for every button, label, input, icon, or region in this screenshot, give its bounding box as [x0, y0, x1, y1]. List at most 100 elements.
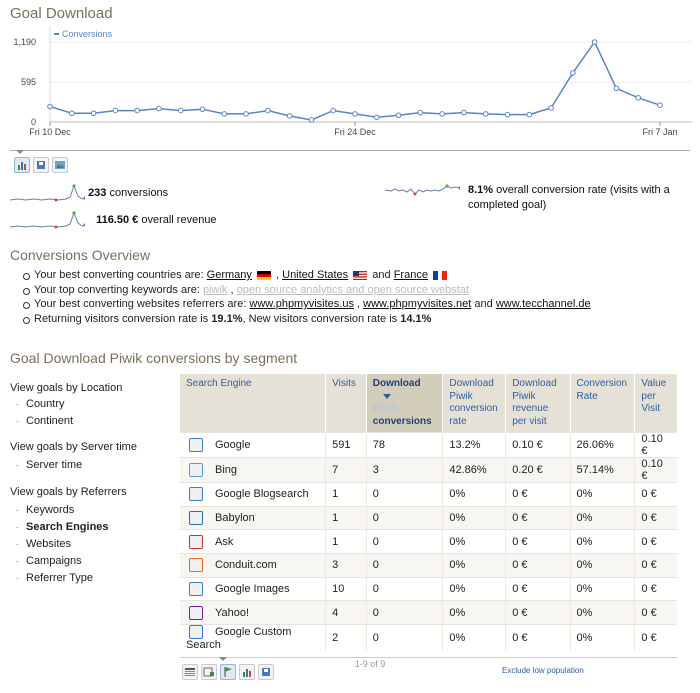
search-engine-label[interactable]: Bing — [215, 463, 238, 476]
website-link-3[interactable]: www.tecchannel.de — [495, 298, 591, 310]
col-conversions[interactable]: Download Piwik conversions — [365, 374, 443, 433]
search-engine-label[interactable]: Google Custom Search — [186, 626, 292, 652]
keyword-link-1[interactable]: piwik — [202, 283, 228, 296]
data-point[interactable] — [68, 110, 75, 117]
data-point[interactable] — [221, 111, 228, 117]
data-point[interactable] — [657, 102, 663, 108]
nav-item-keywords[interactable]: Keywords — [16, 502, 175, 519]
nav-item-websites[interactable]: Websites — [16, 536, 175, 553]
revenue-sparkline — [9, 211, 87, 229]
search-engine-label[interactable]: Google Images — [215, 583, 290, 595]
data-point[interactable] — [591, 39, 598, 45]
col-visits[interactable]: Visits — [325, 374, 367, 433]
nav-item-country[interactable]: Country — [16, 396, 175, 413]
cell-conv: 0 — [365, 482, 443, 507]
search-engine-cell: Google — [180, 432, 326, 458]
col-search-engine[interactable]: Search Engine — [180, 374, 326, 433]
export-icon[interactable] — [258, 664, 274, 680]
table-body: Google 591 78 13.2% 0.10 €26.06% 0.10 € Bing 7 3… — [180, 432, 677, 652]
country-link-france[interactable]: France — [393, 269, 428, 281]
data-point[interactable] — [243, 111, 249, 117]
website-link-1[interactable]: www.phpmyvisites.us — [249, 298, 354, 310]
cell-rev: 0 € — [505, 553, 571, 578]
data-point[interactable] — [177, 107, 184, 114]
cell-vpv: 0 € — [634, 576, 677, 601]
data-point[interactable] — [504, 111, 511, 118]
data-point[interactable] — [134, 107, 140, 114]
data-point[interactable] — [461, 109, 467, 116]
data-point[interactable] — [308, 117, 315, 123]
data-point[interactable] — [265, 107, 271, 114]
cell-conv: 0 — [365, 600, 443, 625]
data-point[interactable] — [90, 110, 97, 117]
data-point[interactable] — [613, 85, 620, 92]
cell-vpv: 0 € — [634, 529, 677, 554]
table-row[interactable]: Bing 7 3 42.86% 0.20 €57.14% 0.10 € — [180, 457, 677, 483]
cell-conv: 3 — [365, 457, 443, 483]
table-row[interactable]: Yahoo! 4 0 0% 0 €0% 0 € — [180, 600, 677, 625]
search-engine-label[interactable]: Yahoo! — [215, 606, 250, 619]
data-point[interactable] — [112, 107, 119, 114]
data-point[interactable] — [635, 94, 642, 101]
overview-list: Your best converting countries are: Germ… — [14, 268, 694, 326]
export-icon[interactable] — [33, 157, 49, 173]
search-engine-label[interactable]: Google — [215, 438, 251, 451]
search-engine-label[interactable]: Ask — [215, 535, 234, 548]
data-point[interactable] — [395, 112, 402, 119]
cell-vpv: 0 € — [634, 624, 677, 652]
cell-visits: 591 — [325, 432, 367, 458]
chart-toolbar — [14, 157, 71, 173]
exclude-low-population-link[interactable]: Exclude low population — [502, 666, 584, 675]
search-engine-label[interactable]: Babylon — [215, 511, 255, 524]
data-point[interactable] — [47, 103, 53, 110]
data-point[interactable] — [330, 107, 337, 114]
nav-item-campaigns[interactable]: Campaigns — [16, 553, 175, 570]
bar-chart-icon[interactable] — [239, 664, 255, 680]
col-revenue-per-visit[interactable]: Download Piwik revenue per visit — [505, 374, 571, 433]
image-icon[interactable] — [52, 157, 68, 173]
col-value-per-visit[interactable]: Value per Visit — [634, 374, 677, 433]
country-link-us[interactable]: United States — [282, 269, 349, 281]
nav-item-server-time[interactable]: Server time — [16, 457, 175, 474]
table-more-icon[interactable] — [201, 664, 217, 680]
table-row[interactable]: Google Blogsearch 1 0 0% 0 €0% 0 € — [180, 482, 677, 507]
data-point[interactable] — [286, 113, 293, 119]
data-point[interactable] — [199, 106, 206, 113]
cell-vpv: 0.10 € — [634, 457, 677, 483]
data-point[interactable] — [548, 105, 554, 111]
keyword-link-2[interactable]: open source analytics and open source we… — [236, 283, 469, 296]
col-conversions-line1: Download — [372, 378, 421, 389]
us-flag-icon — [353, 270, 368, 280]
nav-item-continent[interactable]: Continent — [16, 413, 175, 430]
data-point[interactable] — [156, 105, 162, 112]
search-engine-label[interactable]: Google Blogsearch — [215, 488, 309, 501]
data-point[interactable] — [352, 111, 358, 117]
data-point[interactable] — [482, 111, 489, 117]
website-link-2[interactable]: www.phpmyvisites.net — [363, 298, 472, 310]
cell-rate: 0% — [442, 482, 506, 507]
table-row[interactable]: Google Custom Search 2 0 0% 0 €0% 0 € — [180, 624, 677, 652]
data-point[interactable] — [373, 114, 380, 121]
data-point[interactable] — [417, 109, 424, 116]
overview-keywords: Your top converting keywords are: piwik … — [23, 283, 694, 298]
col-conversion-rate-overall[interactable]: Conversion Rate — [569, 374, 635, 433]
nav-item-search-engines[interactable]: Search Engines — [16, 519, 175, 536]
cell-rev: 0 € — [505, 576, 571, 601]
data-point[interactable] — [526, 111, 533, 118]
cell-visits: 2 — [325, 624, 367, 652]
table-row[interactable]: Ask 1 0 0% 0 €0% 0 € — [180, 529, 677, 554]
table-row[interactable]: Google Images 10 0 0% 0 €0% 0 € — [180, 576, 677, 601]
goal-flag-icon[interactable] — [220, 664, 236, 680]
data-point[interactable] — [570, 70, 576, 76]
table-row[interactable]: Google 591 78 13.2% 0.10 €26.06% 0.10 € — [180, 432, 677, 458]
search-engine-label[interactable]: Conduit.com — [215, 559, 277, 572]
evolution-graph-icon[interactable] — [14, 157, 30, 173]
col-conversion-rate[interactable]: Download Piwik conversion rate — [442, 374, 506, 433]
table-row[interactable]: Conduit.com 3 0 0% 0 €0% 0 € — [180, 553, 677, 578]
country-link-germany[interactable]: Germany — [206, 269, 252, 281]
nav-item-referrer-type[interactable]: Referrer Type — [16, 570, 175, 587]
table-row[interactable]: Babylon 1 0 0% 0 €0% 0 € — [180, 505, 677, 530]
table-icon[interactable] — [182, 664, 198, 680]
data-point[interactable] — [439, 111, 445, 117]
cell-visits: 4 — [325, 600, 367, 625]
